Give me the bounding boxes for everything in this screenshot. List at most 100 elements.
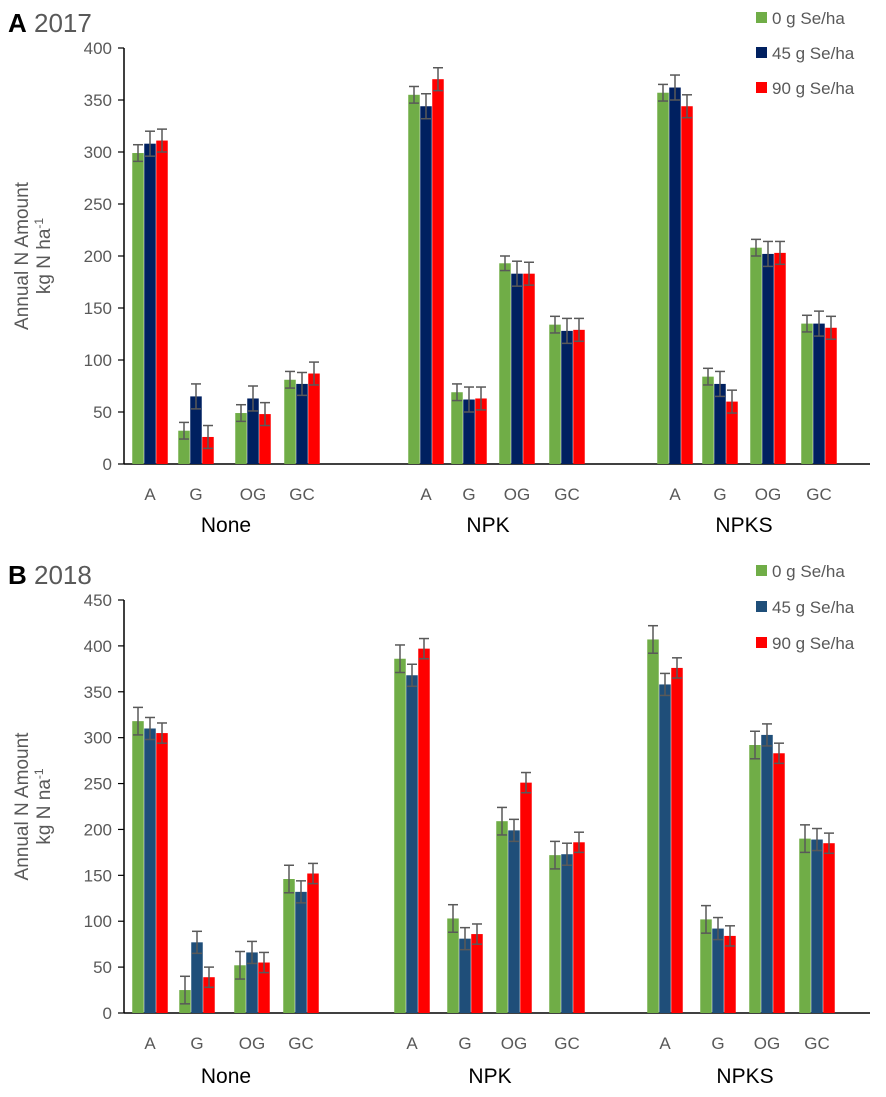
bar (144, 143, 156, 464)
bar (681, 106, 693, 465)
y-tick-label: 100 (84, 351, 112, 370)
bar (499, 263, 511, 464)
bar (702, 376, 714, 464)
bar (132, 153, 144, 465)
panel-letter: B (8, 560, 27, 590)
bar (773, 753, 785, 1013)
legend-swatch (756, 47, 767, 58)
y-tick-label: 200 (84, 820, 112, 839)
bar (296, 383, 308, 464)
x-category-label: OG (755, 485, 781, 504)
x-group-label: None (201, 1065, 251, 1088)
bar (523, 273, 535, 464)
y-axis-unit-exponent: -1 (32, 218, 46, 229)
bar (202, 436, 214, 464)
y-tick-label: 350 (84, 91, 112, 110)
y-tick-label: 350 (84, 683, 112, 702)
legend-label: 90 g Se/ha (772, 79, 855, 98)
bar (178, 430, 190, 464)
panel-year: 2018 (27, 560, 92, 590)
legend-label: 0 g Se/ha (772, 9, 845, 28)
y-axis-label: Annual N Amount (12, 732, 33, 881)
x-category-label: OG (501, 1034, 527, 1053)
bar (420, 106, 432, 465)
bar (561, 854, 573, 1013)
x-category-label: G (711, 1034, 724, 1053)
x-category-label: G (190, 1034, 203, 1053)
x-category-label: OG (754, 1034, 780, 1053)
y-tick-label: 250 (84, 195, 112, 214)
bar (246, 952, 258, 1013)
bar (726, 401, 738, 464)
y-tick-label: 50 (93, 403, 112, 422)
legend-swatch (756, 601, 767, 612)
y-tick-label: 300 (84, 729, 112, 748)
bar (406, 675, 418, 1013)
x-category-label: GC (554, 1034, 580, 1053)
bar (823, 843, 835, 1013)
y-tick-label: 200 (84, 247, 112, 266)
x-category-label: GC (804, 1034, 830, 1053)
bar (801, 323, 813, 464)
bar (156, 733, 168, 1013)
y-tick-label: 150 (84, 299, 112, 318)
bar (258, 962, 270, 1013)
bar (750, 247, 762, 464)
legend-label: 45 g Se/ha (772, 44, 855, 63)
y-tick-label: 50 (93, 958, 112, 977)
x-category-label: A (144, 485, 156, 504)
bar (561, 330, 573, 464)
bar (463, 399, 475, 464)
bar (307, 873, 319, 1013)
bar (394, 658, 406, 1013)
y-tick-label: 0 (103, 1004, 112, 1023)
bar (144, 728, 156, 1013)
bar (724, 935, 736, 1013)
bar (671, 667, 683, 1013)
x-category-label: A (659, 1034, 671, 1053)
legend-label: 90 g Se/ha (772, 634, 855, 653)
x-category-label: GC (806, 485, 832, 504)
bar (549, 855, 561, 1013)
bar (259, 414, 271, 464)
bar (573, 842, 585, 1013)
y-tick-label: 450 (84, 591, 112, 610)
x-category-label: A (420, 485, 432, 504)
bar (774, 252, 786, 464)
bar (471, 934, 483, 1013)
x-category-label: GC (289, 485, 315, 504)
x-category-label: OG (240, 485, 266, 504)
bar (811, 839, 823, 1013)
bar (549, 324, 561, 464)
x-category-label: GC (288, 1034, 314, 1053)
bar (749, 745, 761, 1013)
bar (761, 734, 773, 1013)
bar (156, 140, 168, 464)
y-tick-label: 100 (84, 912, 112, 931)
bar (714, 383, 726, 464)
x-category-label: OG (239, 1034, 265, 1053)
y-tick-label: 250 (84, 775, 112, 794)
bar (496, 821, 508, 1013)
bar (573, 329, 585, 464)
bar (669, 87, 681, 465)
x-category-label: A (406, 1034, 418, 1053)
x-group-label: None (201, 514, 251, 537)
legend-label: 45 g Se/ha (772, 598, 855, 617)
bar (508, 830, 520, 1013)
x-category-label: G (458, 1034, 471, 1053)
panel-title: A 2017 (8, 8, 92, 38)
y-axis-unit: kg N ha-1 (32, 218, 55, 294)
bar (408, 94, 420, 465)
bar (647, 639, 659, 1013)
legend-swatch (756, 82, 767, 93)
x-category-label: G (462, 485, 475, 504)
panel-year: 2017 (27, 8, 92, 38)
bar (825, 327, 837, 464)
bar (451, 392, 463, 464)
bar (700, 919, 712, 1013)
bar (762, 253, 774, 464)
x-group-label: NPKS (715, 514, 772, 537)
